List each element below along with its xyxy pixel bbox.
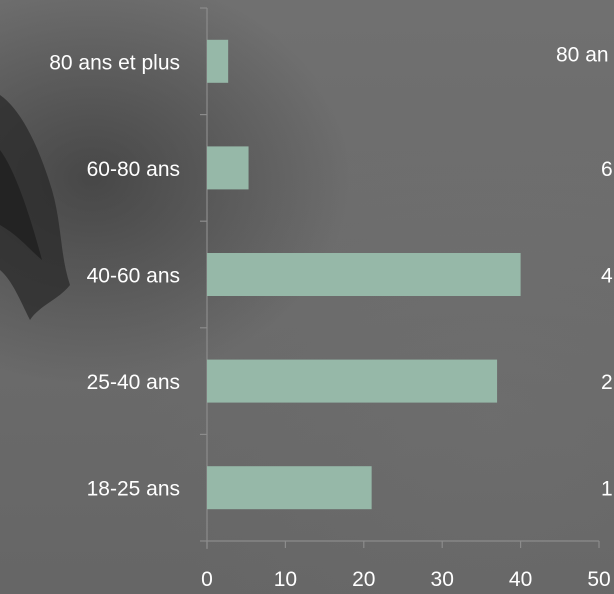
bar-4: [207, 359, 498, 403]
background-hair-shadow: [0, 150, 42, 260]
bar-3: [207, 253, 521, 296]
chart-axes: [200, 7, 600, 549]
partial-category-label: 80 an: [556, 43, 609, 66]
x-tick-label: 20: [352, 568, 375, 591]
category-label: 40-60 ans: [87, 265, 180, 288]
bar-1: [207, 39, 229, 83]
category-label: 60-80 ans: [87, 158, 180, 181]
x-tick-labels: 0 10 20 30 40 50: [201, 568, 611, 591]
bar-5: [207, 466, 372, 510]
category-label: 25-40 ans: [87, 371, 180, 394]
bar-2: [207, 146, 249, 190]
x-tick-label: 10: [274, 568, 297, 591]
x-tick-label: 30: [431, 568, 454, 591]
background-dark-shape: [0, 95, 70, 320]
partial-category-label: 6: [601, 158, 613, 181]
partial-category-label: 1: [601, 478, 613, 501]
partial-category-label: 2: [601, 371, 613, 394]
partial-category-label: 4: [601, 265, 613, 288]
background-hair-shape: [0, 95, 70, 320]
x-tick-label: 0: [201, 568, 213, 591]
x-tick-label: 40: [509, 568, 532, 591]
category-label: 80 ans et plus: [49, 51, 180, 74]
duplicate-chart-partial-labels: 80 an 6 4 2 1: [556, 43, 613, 500]
bar-series: [207, 39, 521, 510]
x-tick-label: 50: [587, 568, 610, 591]
category-label: 18-25 ans: [87, 478, 180, 501]
category-labels: 80 ans et plus 60-80 ans 40-60 ans 25-40 an…: [49, 51, 180, 500]
